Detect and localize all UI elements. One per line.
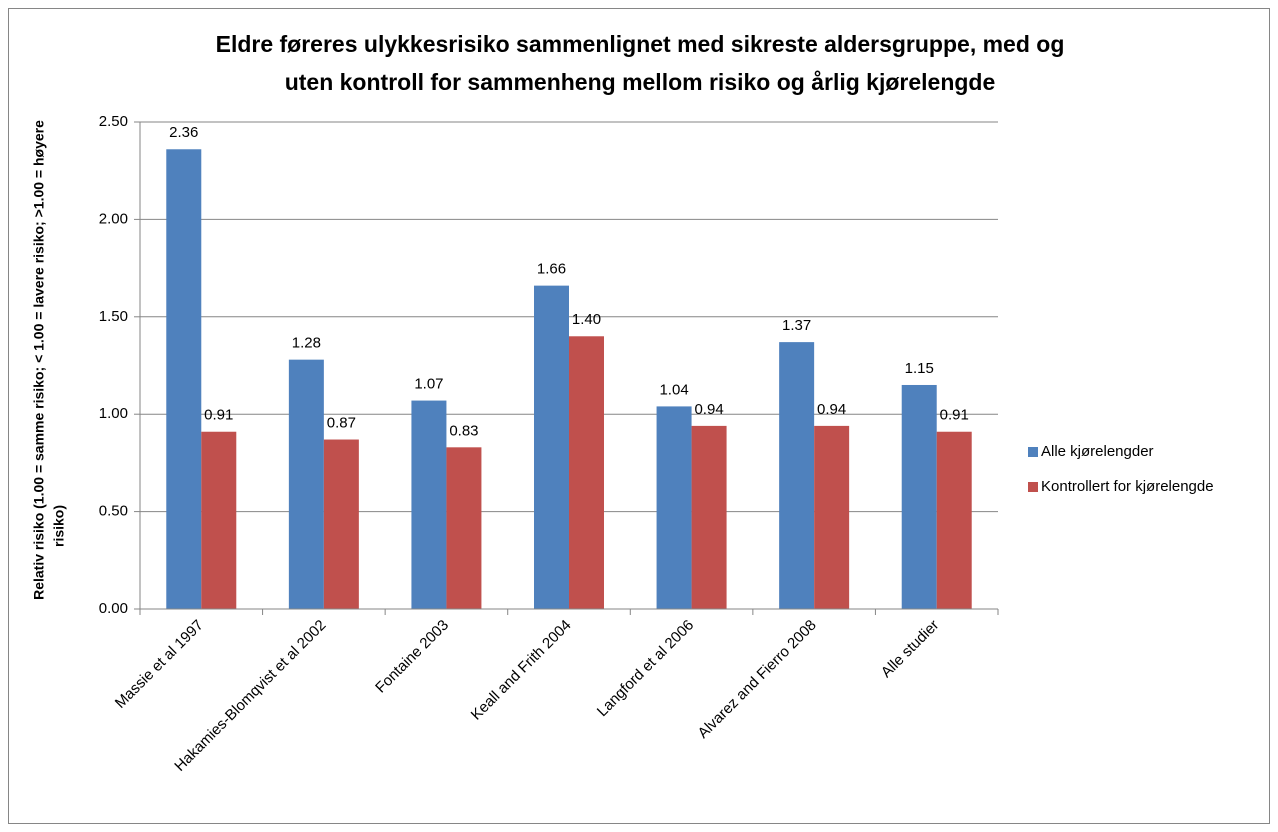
data-label: 1.04 <box>659 381 688 398</box>
data-label: 0.94 <box>694 401 723 418</box>
data-label: 2.36 <box>169 124 198 141</box>
bar <box>201 431 237 609</box>
y-tick-label: 2.00 <box>99 210 128 227</box>
bar <box>166 149 202 609</box>
y-axis-label: risiko) <box>51 505 67 547</box>
bar <box>936 431 972 609</box>
y-tick-label: 2.50 <box>99 113 128 130</box>
legend-swatch <box>1028 447 1038 457</box>
data-label: 0.94 <box>817 401 846 418</box>
data-label: 0.91 <box>940 407 969 424</box>
y-tick-label: 0.00 <box>99 600 128 617</box>
bar <box>288 359 324 609</box>
bar <box>814 425 850 609</box>
data-label: 1.66 <box>537 261 566 278</box>
bar <box>569 336 604 609</box>
data-label: 0.91 <box>204 407 233 424</box>
legend-label: Alle kjørelengder <box>1041 443 1154 460</box>
bar <box>779 342 815 609</box>
data-label: 1.28 <box>292 335 321 352</box>
y-tick-label: 1.00 <box>99 405 128 422</box>
y-axis-label: Relativ risiko (1.00 = samme risiko; < 1… <box>31 120 47 600</box>
data-label: 1.15 <box>905 360 934 377</box>
data-label: 0.83 <box>449 422 478 439</box>
chart-title: uten kontroll for sammenheng mellom risi… <box>285 69 996 95</box>
legend-label: Kontrollert for kjørelengde <box>1041 478 1214 495</box>
chart-title: Eldre føreres ulykkesrisiko sammenlignet… <box>216 31 1065 57</box>
data-label: 1.07 <box>414 376 443 393</box>
chart-border <box>8 8 1270 824</box>
bar <box>411 400 447 609</box>
data-label: 0.87 <box>327 414 356 431</box>
bar <box>446 447 482 609</box>
bar <box>534 285 569 609</box>
bar <box>656 406 692 609</box>
y-tick-label: 0.50 <box>99 503 128 520</box>
y-tick-label: 1.50 <box>99 308 128 325</box>
data-label: 1.37 <box>782 317 811 334</box>
bar <box>691 425 727 609</box>
bar <box>323 439 359 609</box>
bar <box>901 384 937 609</box>
data-label: 1.40 <box>572 311 601 328</box>
legend-swatch <box>1028 482 1038 492</box>
